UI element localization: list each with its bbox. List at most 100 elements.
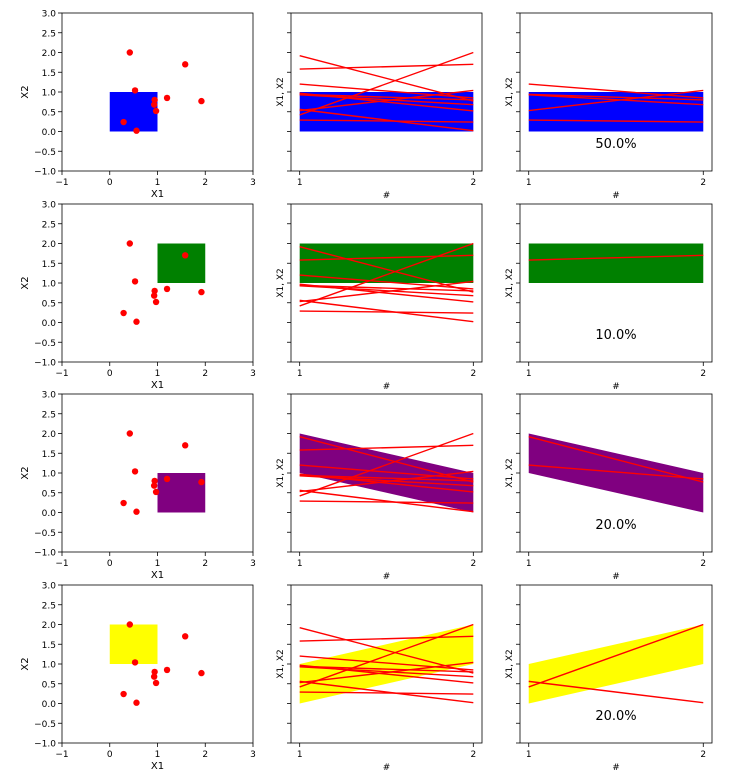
x-tick-label-row2: 2 (202, 369, 208, 379)
par-ylabel-subset-row1: X1, X2 (505, 77, 515, 107)
y-tick-label-row4: 0.5 (42, 680, 56, 690)
data-point-row3-6 (150, 482, 158, 489)
par-xlabel-subset-row2: # (612, 382, 620, 392)
par-x-tick-label-all-row4: 2 (470, 750, 476, 760)
scatter-ylabel-row3: X2 (20, 466, 31, 479)
percent-label-row3: 20.0% (595, 518, 636, 533)
y-tick-label-row3: 1.0 (42, 470, 57, 480)
data-point-row2-7 (198, 288, 205, 296)
x-tick-label-row3: −1 (55, 559, 68, 569)
x-tick-label-row4: 2 (202, 750, 208, 760)
series-line-all-row2-9 (299, 310, 474, 314)
series-line-all-row4-9 (299, 691, 474, 695)
data-point-row1-6 (150, 101, 158, 108)
data-point-row4-6 (150, 673, 158, 680)
data-point-row4-5 (151, 668, 158, 676)
par-x-tick-label-all-row3: 2 (470, 559, 476, 569)
data-point-row3-1 (126, 430, 134, 437)
par-x-tick-label-all-row3: 1 (297, 559, 303, 569)
data-point-row1-1 (126, 49, 134, 56)
x-tick-label-row3: 1 (155, 559, 161, 569)
y-tick-label-row3: 0.5 (42, 489, 56, 499)
y-tick-label-row2: 0.5 (42, 299, 56, 309)
y-tick-label-row2: −0.5 (34, 339, 56, 349)
y-tick-label-row4: 2.0 (42, 621, 57, 631)
region-band-subset-row2 (528, 243, 704, 283)
series-line-all-row3-9 (299, 500, 474, 504)
x-tick-label-row1: 1 (155, 178, 161, 188)
y-tick-label-row3: −1.0 (34, 549, 56, 559)
series-line-subset-row2-2 (528, 254, 704, 261)
par-x-tick-label-subset-row1: 2 (700, 178, 706, 188)
x-tick-label-row4: −1 (55, 750, 68, 760)
y-tick-label-row3: 3.0 (42, 391, 57, 401)
y-tick-label-row3: 2.5 (42, 410, 56, 420)
series-line-all-row2-1 (299, 242, 474, 307)
series-line-all-row1-7 (299, 54, 474, 102)
scatter-xlabel-row1: X1 (151, 189, 164, 200)
par-x-tick-label-subset-row3: 2 (700, 559, 706, 569)
series-line-all-row1-8 (299, 92, 474, 112)
region-band-subset-row4 (528, 624, 704, 704)
par-x-tick-label-all-row2: 2 (470, 369, 476, 379)
x-tick-label-row3: 2 (202, 559, 208, 569)
data-point-row1-3 (131, 87, 139, 94)
data-point-row2-9 (120, 309, 127, 317)
y-tick-label-row3: 1.5 (42, 450, 56, 460)
series-line-all-row3-10 (299, 489, 474, 513)
data-point-row4-2 (181, 633, 189, 640)
region-band-subset-row3 (528, 433, 704, 513)
par-ylabel-subset-row3: X1, X2 (505, 458, 515, 488)
series-line-all-row2-8 (299, 283, 474, 303)
scatter-ylabel-row4: X2 (20, 657, 31, 670)
data-point-row1-2 (181, 61, 189, 68)
data-point-row2-1 (126, 240, 134, 247)
data-point-row1-5 (151, 96, 158, 104)
y-tick-label-row4: 0.0 (42, 700, 57, 710)
series-line-subset-row1-9 (528, 119, 704, 123)
series-line-all-row2-4 (299, 274, 474, 290)
scatter-xlabel-row3: X1 (151, 570, 164, 581)
data-point-row4-10 (133, 699, 140, 706)
series-line-all-row4-4 (299, 655, 474, 671)
par-x-tick-label-subset-row2: 2 (700, 369, 706, 379)
x-tick-label-row1: 0 (107, 178, 113, 188)
x-tick-label-row2: 1 (155, 369, 161, 379)
region-box-row2 (157, 243, 206, 283)
x-tick-label-row2: 0 (107, 369, 113, 379)
y-tick-label-row2: 1.5 (42, 260, 56, 270)
series-line-all-row1-5 (299, 93, 474, 101)
data-point-row3-9 (120, 499, 127, 507)
data-point-row2-2 (181, 252, 189, 259)
y-tick-label-row1: 3.0 (42, 10, 57, 20)
data-point-row2-8 (152, 298, 160, 306)
region-band-all-row3 (299, 433, 474, 513)
series-line-subset-row1-4 (528, 83, 704, 99)
y-tick-label-row2: 2.5 (42, 220, 56, 230)
series-line-all-row4-7 (299, 626, 474, 674)
data-point-row1-9 (120, 118, 127, 126)
data-point-row4-1 (126, 621, 134, 628)
data-point-row2-4 (163, 285, 171, 293)
data-point-row3-7 (198, 478, 205, 486)
series-line-subset-row1-3 (528, 89, 704, 112)
scatter-xlabel-row2: X1 (151, 380, 164, 391)
series-line-all-row2-2 (299, 254, 474, 261)
y-tick-label-row1: −1.0 (34, 168, 56, 178)
par-x-tick-label-all-row1: 2 (470, 178, 476, 188)
y-tick-label-row3: −0.5 (34, 529, 56, 539)
data-point-row2-5 (151, 287, 158, 295)
region-band-all-row1 (299, 92, 474, 132)
series-line-all-row4-5 (299, 665, 474, 673)
par-ylabel-all-row1: X1, X2 (276, 77, 286, 107)
region-box-row1 (109, 92, 158, 132)
data-point-row4-4 (163, 666, 171, 674)
series-line-all-row2-5 (299, 284, 474, 292)
series-line-all-row2-3 (299, 280, 474, 303)
data-point-row3-8 (152, 488, 160, 496)
data-point-row3-3 (131, 468, 139, 475)
x-tick-label-row1: 3 (250, 178, 256, 188)
region-band-subset-row1 (528, 92, 704, 132)
y-tick-label-row1: 2.5 (42, 29, 56, 39)
